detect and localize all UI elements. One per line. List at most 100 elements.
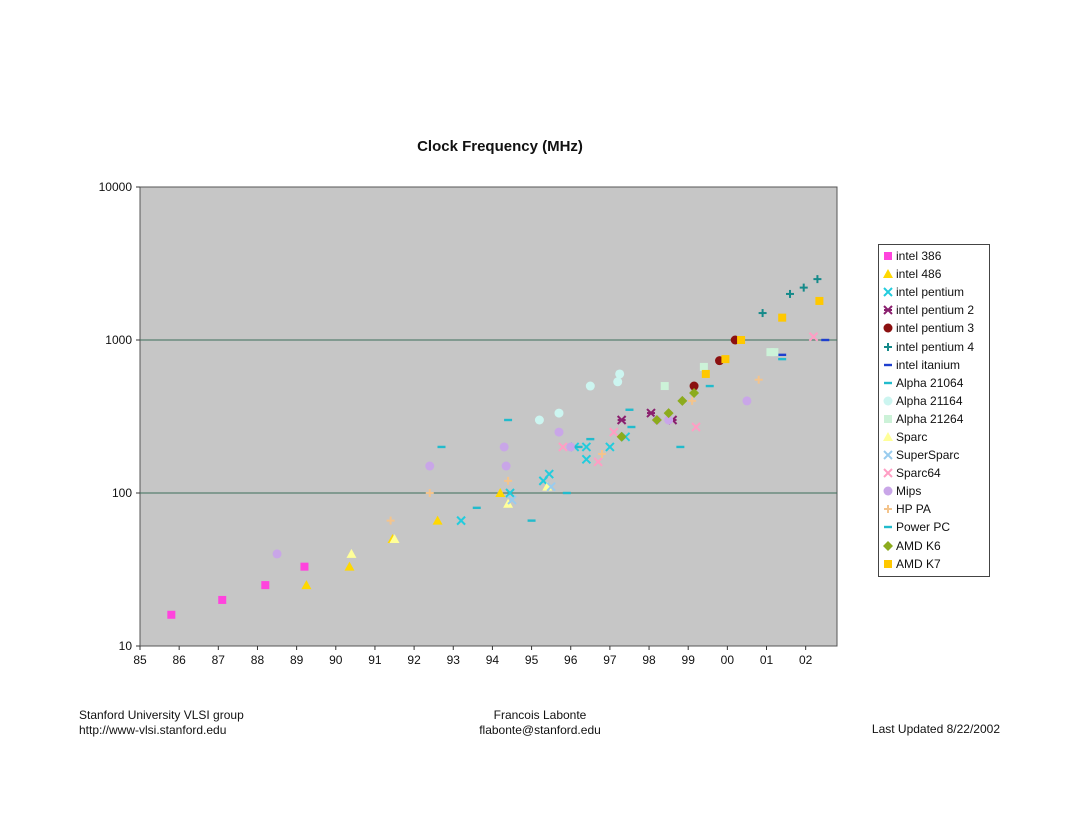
- legend-label: Alpha 21164: [896, 393, 963, 408]
- intel-486-point: [495, 488, 506, 497]
- legend-item-intel-pentium: intel pentium: [879, 283, 989, 301]
- legend-label: intel itanium: [896, 357, 961, 372]
- x-tick-label: 90: [329, 653, 343, 667]
- chart-title: Clock Frequency (MHz): [417, 138, 583, 155]
- intel-386-point: [261, 581, 270, 590]
- intel-pentium-2-point: [616, 415, 627, 425]
- legend-item-sparc: Sparc: [879, 428, 989, 446]
- y-tick-label: 10: [119, 639, 133, 653]
- alpha-21264-point: [660, 382, 669, 391]
- alpha-21264-point: [770, 348, 779, 357]
- legend-item-intel-itanium: intel itanium: [879, 356, 989, 374]
- legend-symbol: [884, 252, 892, 261]
- x-tick-label: 87: [212, 653, 226, 667]
- legend-label: Power PC: [896, 520, 951, 535]
- legend-marker: [883, 323, 893, 333]
- legend-label: Sparc64: [896, 466, 941, 481]
- amd-k6-point: [616, 431, 627, 442]
- intel-pentium-point: [544, 469, 554, 479]
- legend-marker: [883, 396, 893, 406]
- footer-updated: Last Updated 8/22/2002: [871, 722, 1000, 736]
- x-tick-label: 85: [133, 653, 147, 667]
- legend-symbol: [883, 269, 893, 279]
- legend-label: intel 486: [896, 267, 942, 282]
- legend-marker: [883, 287, 893, 297]
- legend-item-alpha-21164: Alpha 21164: [879, 392, 989, 410]
- amd-k7-point: [737, 336, 746, 344]
- legend-symbol: [883, 305, 893, 316]
- alpha-21164-point: [613, 377, 623, 387]
- hp-pa-point: [754, 375, 763, 384]
- footer-left: Stanford University VLSI group http://ww…: [79, 708, 244, 738]
- legend-symbol: [884, 505, 892, 514]
- legend-label: intel pentium 4: [896, 339, 975, 354]
- intel-pentium-4-point: [799, 283, 808, 292]
- legend-label: AMD K6: [896, 538, 941, 553]
- mips-point: [501, 461, 511, 471]
- y-tick-label: 10000: [99, 180, 133, 194]
- legend-item-mips: Mips: [879, 482, 989, 500]
- legend-item-intel-486: intel 486: [879, 265, 989, 283]
- legend-label: SuperSparc: [896, 448, 960, 463]
- intel-386-point: [218, 595, 227, 604]
- legend-item-intel-pentium-3: intel pentium 3: [879, 319, 989, 337]
- legend-item-alpha-21264: Alpha 21264: [879, 410, 989, 428]
- legend-item-supersparc: SuperSparc: [879, 446, 989, 464]
- supersparc-point: [507, 495, 517, 505]
- legend-marker: [883, 431, 893, 441]
- x-tick-label: 98: [642, 653, 656, 667]
- sparc64-point: [558, 442, 568, 452]
- amd-k7-point: [815, 296, 824, 305]
- intel-pentium-point: [456, 515, 466, 526]
- alpha-21164-point: [554, 408, 564, 418]
- legend-item-sparc64: Sparc64: [879, 464, 989, 482]
- legend-marker: [884, 252, 892, 261]
- axes: 10 100 1000 10000 85 86 87 88 89 90 91 92 93 94 95 96 97…: [99, 180, 813, 667]
- intel-pentium-4-point: [786, 289, 795, 298]
- sparc-point: [389, 534, 400, 544]
- x-tick-label: 96: [564, 653, 578, 667]
- sparc64-point: [593, 457, 603, 467]
- legend-marker: [883, 468, 893, 478]
- legend-item-hp-pa: HP PA: [879, 500, 989, 518]
- legend-marker: [883, 486, 893, 496]
- legend-symbol: [884, 414, 892, 423]
- x-tick-label: 91: [368, 653, 382, 667]
- legend-symbol: [883, 396, 893, 406]
- legend-label: intel pentium 2: [896, 303, 975, 318]
- sparc64-point: [808, 332, 819, 342]
- legend-label: intel pentium 3: [896, 321, 975, 336]
- legend-marker: [883, 450, 893, 460]
- amd-k7-point: [778, 313, 787, 322]
- legend-item-alpha-21064: Alpha 21064: [879, 374, 989, 392]
- hp-pa-point: [425, 489, 434, 497]
- legend-symbol: [884, 559, 892, 568]
- legend-symbol: [883, 468, 893, 478]
- legend-label: AMD K7: [896, 556, 941, 571]
- sparc64-point: [609, 427, 619, 437]
- legend-label: Sparc: [896, 429, 928, 444]
- amd-k6-point: [651, 415, 662, 426]
- legend-item-amd-k6: AMD K6: [879, 537, 989, 555]
- legend-marker: [884, 526, 892, 529]
- hp-pa-point: [504, 476, 513, 485]
- footer-url: http://www-vlsi.stanford.edu: [79, 723, 227, 737]
- data-points: [167, 275, 830, 619]
- y-tick-label: 100: [112, 486, 132, 500]
- amd-k7-point: [701, 369, 710, 378]
- footer-center: Francois Labonte flabonte@stanford.edu: [440, 708, 640, 738]
- legend-marker: [884, 363, 892, 366]
- footer-org: Stanford University VLSI group: [79, 708, 244, 722]
- footer-email: flabonte@stanford.edu: [479, 723, 601, 737]
- legend-symbol: [883, 450, 893, 460]
- x-tick-label: 00: [721, 653, 735, 667]
- grid-lines: [140, 339, 837, 494]
- intel-pentium-point: [505, 488, 515, 498]
- legend-label: Alpha 21064: [896, 375, 964, 390]
- alpha-21164-point: [585, 381, 595, 391]
- mips-point: [554, 427, 564, 437]
- legend: intel 386 intel 486 intel pentium intel pen…: [878, 244, 990, 577]
- intel-pentium-2-point: [646, 408, 656, 418]
- x-tick-label: 93: [447, 653, 461, 667]
- legend-label: HP PA: [896, 502, 931, 517]
